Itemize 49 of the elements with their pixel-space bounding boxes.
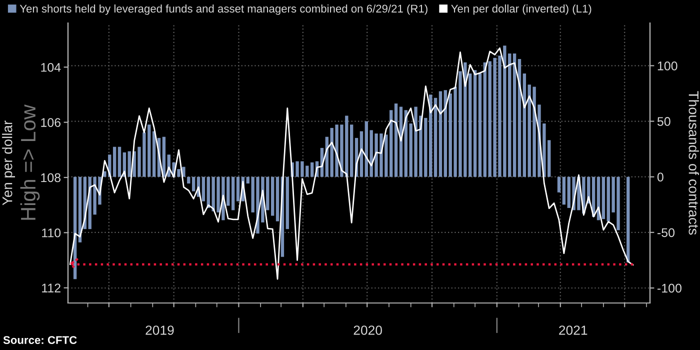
x-tick-label: 2019 xyxy=(146,326,174,335)
bar xyxy=(202,176,206,202)
bar xyxy=(478,73,482,177)
bar xyxy=(112,146,116,177)
bar xyxy=(187,176,190,184)
y-tick-label: 108 xyxy=(41,173,61,182)
y2-axis-title: Thousands of contracts xyxy=(688,91,699,235)
legend-label: Yen shorts held by leveraged funds and asset managers combined on 6/29/21 (R1) xyxy=(20,4,428,15)
y-tick-label: 106 xyxy=(41,118,61,127)
bar xyxy=(522,73,526,177)
y2-tick-label: -50 xyxy=(658,228,675,238)
bar xyxy=(364,121,368,177)
bar xyxy=(626,176,630,262)
bar xyxy=(152,131,156,177)
bar xyxy=(394,103,398,177)
bar xyxy=(350,124,354,177)
bar xyxy=(434,98,438,177)
bar xyxy=(438,91,442,177)
x-tick-label: 2021 xyxy=(559,326,588,335)
bar xyxy=(192,176,196,192)
y2-tick-label: 100 xyxy=(658,61,678,70)
bar xyxy=(286,176,289,230)
bar xyxy=(483,62,487,177)
y2-tick-label: 50 xyxy=(657,117,670,126)
x-tick-label: 2020 xyxy=(354,326,382,335)
legend-label: Yen per dollar (inverted) (L1) xyxy=(451,4,592,15)
text: High => Low xyxy=(20,104,40,220)
bar xyxy=(390,110,393,177)
bar xyxy=(162,136,166,177)
bar xyxy=(231,176,235,210)
bar xyxy=(310,162,314,177)
y2-tick-label: -100 xyxy=(658,284,682,293)
bar xyxy=(236,176,240,202)
line-series xyxy=(69,47,634,280)
bar xyxy=(557,176,561,192)
bar xyxy=(276,176,280,222)
bar xyxy=(473,70,477,177)
y-axis-title: Yen per dollar xyxy=(2,120,15,206)
y-tick-label: 112 xyxy=(42,284,60,292)
bar xyxy=(270,176,274,216)
y2-tick-label: 0 xyxy=(657,172,664,182)
bar xyxy=(562,176,566,205)
bar xyxy=(444,90,448,177)
y-tick-label: 104 xyxy=(41,62,61,72)
source-note: Source: CFTC xyxy=(3,336,77,344)
bar xyxy=(512,53,516,177)
bar xyxy=(602,176,606,220)
y-tick-label: 110 xyxy=(42,228,61,238)
bar xyxy=(118,146,122,177)
